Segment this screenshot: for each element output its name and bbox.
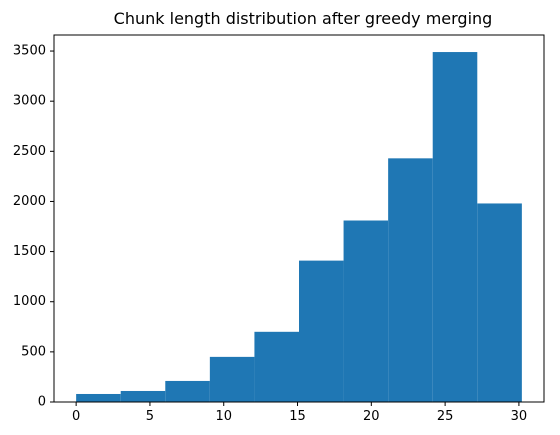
x-tick-label-1: 5	[146, 409, 154, 424]
y-tick-label-3: 1500	[13, 244, 46, 259]
x-tick-label-3: 15	[289, 409, 306, 424]
y-axis: 0 500 1000 1500 2000 2500 3000 3500	[13, 44, 54, 410]
histogram-bars	[76, 52, 522, 402]
histogram-bar-2	[165, 380, 210, 402]
histogram-bar-4	[254, 331, 299, 402]
y-tick-label-0: 0	[38, 395, 46, 410]
x-tick-label-4: 20	[363, 409, 380, 424]
y-tick-label-1: 500	[21, 344, 46, 359]
chart-title: Chunk length distribution after greedy m…	[114, 9, 493, 28]
histogram-bar-0	[76, 393, 121, 402]
histogram-bar-1	[120, 390, 166, 402]
histogram-bar-6	[343, 220, 389, 402]
histogram-bar-7	[388, 158, 433, 402]
histogram-bar-9	[477, 203, 522, 402]
x-tick-label-0: 0	[72, 409, 80, 424]
x-tick-label-5: 25	[437, 409, 454, 424]
histogram-bar-5	[299, 260, 344, 402]
x-axis: 0 5 10 15 20 25 30	[72, 402, 527, 424]
y-tick-label-5: 2500	[13, 144, 46, 159]
y-tick-label-2: 1000	[13, 294, 46, 309]
plot-frame	[53, 34, 545, 403]
x-tick-label-6: 30	[511, 409, 528, 424]
y-tick-label-4: 2000	[13, 194, 46, 209]
histogram-bar-3	[209, 356, 255, 402]
x-tick-label-2: 10	[215, 409, 232, 424]
histogram-bar-8	[432, 52, 478, 402]
y-tick-label-6: 3000	[13, 94, 46, 109]
y-tick-label-7: 3500	[13, 44, 46, 59]
